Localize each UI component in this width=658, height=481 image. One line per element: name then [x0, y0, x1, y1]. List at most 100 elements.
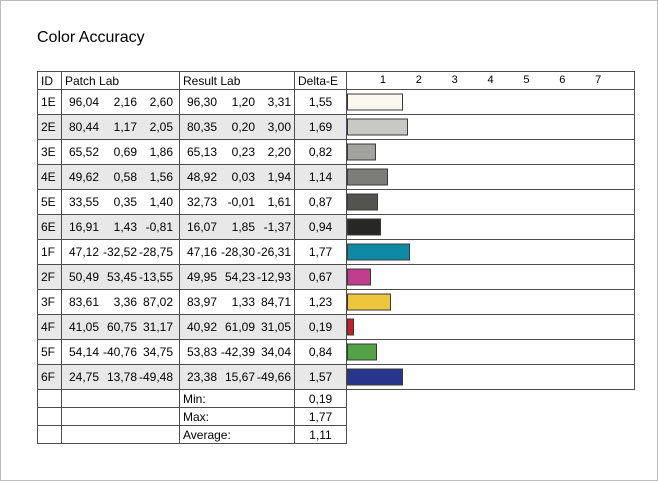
- patch-lab-values: 50,49 53,45 -13,55: [61, 264, 180, 290]
- delta-e-bar-cell: [346, 164, 635, 190]
- patch-id: 6F: [37, 364, 62, 390]
- patch-lab-values: 80,44 1,17 2,05: [61, 114, 180, 140]
- axis-tick-label: 1: [379, 74, 386, 86]
- header-delta-e: Delta-E: [294, 71, 347, 90]
- delta-e-bar: [347, 318, 354, 336]
- summary-blank-area: [347, 426, 635, 444]
- axis-tick-label: 4: [487, 74, 494, 86]
- delta-e-bar: [347, 268, 372, 286]
- summary-row: Average: 1,11: [37, 425, 635, 444]
- delta-e-bar-cell: [346, 139, 635, 165]
- table-row: 3E 65,52 0,69 1,86 65,13 0,23 2,20 0,82: [37, 139, 635, 165]
- delta-e-bar: [347, 143, 377, 161]
- patch-lab-values: 16,91 1,43 -0,81: [61, 214, 180, 240]
- patch-id: 1E: [37, 89, 62, 115]
- patch-id: 2E: [37, 114, 62, 140]
- delta-e-value: 0,87: [294, 189, 347, 215]
- result-lab-values: 49,95 54,23 -12,93: [179, 264, 295, 290]
- summary-label: Max:: [179, 407, 295, 426]
- delta-e-bar: [347, 368, 404, 386]
- table-row: 2E 80,44 1,17 2,05 80,35 0,20 3,00 1,69: [37, 114, 635, 140]
- delta-e-bar-cell: [346, 239, 635, 265]
- header-id: ID: [37, 71, 62, 90]
- table-row: 1F 47,12 -32,52 -28,75 47,16 -28,30 -26,31 1,77: [37, 239, 635, 265]
- delta-e-value: 0,82: [294, 139, 347, 165]
- result-lab-values: 48,92 0,03 1,94: [179, 164, 295, 190]
- axis-tick-label: 5: [523, 74, 530, 86]
- delta-e-bar: [347, 193, 379, 211]
- summary-blank-area: [347, 408, 635, 426]
- summary-label: Average:: [179, 425, 295, 444]
- delta-e-bar: [347, 343, 378, 361]
- delta-e-bar: [347, 243, 411, 261]
- result-lab-values: 47,16 -28,30 -26,31: [179, 239, 295, 265]
- axis-tick-label: 3: [451, 74, 458, 86]
- table-row: 4E 49,62 0,58 1,56 48,92 0,03 1,94 1,14: [37, 164, 635, 190]
- axis-tick-label: 6: [559, 74, 566, 86]
- chart-axis-header: 1 2 3 4 5 6 7: [346, 71, 635, 90]
- header-patch-lab: Patch Lab: [61, 71, 180, 90]
- result-lab-values: 83,97 1,33 84,71: [179, 289, 295, 315]
- delta-e-bar: [347, 218, 381, 236]
- result-lab-values: 53,83 -42,39 34,04: [179, 339, 295, 365]
- delta-e-bar: [347, 118, 408, 136]
- delta-e-bar: [347, 93, 403, 111]
- table-row: 6F 24,75 13,78 -49,48 23,38 15,67 -49,66 1,57: [37, 364, 635, 390]
- patch-id: 3E: [37, 139, 62, 165]
- delta-e-bar: [347, 168, 388, 186]
- delta-e-value: 1,77: [294, 239, 347, 265]
- delta-e-bar-cell: [346, 114, 635, 140]
- delta-e-bar: [347, 293, 392, 311]
- delta-e-bar-cell: [346, 264, 635, 290]
- summary-label: Min:: [179, 389, 295, 408]
- result-lab-values: 40,92 61,09 31,05: [179, 314, 295, 340]
- axis-tick-label: 7: [595, 74, 602, 86]
- result-lab-values: 80,35 0,20 3,00: [179, 114, 295, 140]
- summary-value: 0,19: [294, 389, 347, 408]
- delta-e-bar-cell: [346, 364, 635, 390]
- result-lab-values: 96,30 1,20 3,31: [179, 89, 295, 115]
- delta-e-bar-cell: [346, 189, 635, 215]
- patch-lab-values: 24,75 13,78 -49,48: [61, 364, 180, 390]
- summary-row: Min: 0,19: [37, 389, 635, 408]
- page-title: Color Accuracy: [37, 29, 145, 46]
- summary-empty-cell: [61, 389, 180, 408]
- table-row: 2F 50,49 53,45 -13,55 49,95 54,23 -12,93 0,67: [37, 264, 635, 290]
- result-lab-values: 16,07 1,85 -1,37: [179, 214, 295, 240]
- result-lab-values: 23,38 15,67 -49,66: [179, 364, 295, 390]
- patch-id: 6E: [37, 214, 62, 240]
- table-row: 5E 33,55 0,35 1,40 32,73 -0,01 1,61 0,87: [37, 189, 635, 215]
- chart-axis: 1 2 3 4 5 6 7: [348, 73, 634, 89]
- patch-lab-values: 49,62 0,58 1,56: [61, 164, 180, 190]
- result-lab-values: 32,73 -0,01 1,61: [179, 189, 295, 215]
- summary-empty-cell: [61, 407, 180, 426]
- patch-lab-values: 47,12 -32,52 -28,75: [61, 239, 180, 265]
- result-lab-values: 65,13 0,23 2,20: [179, 139, 295, 165]
- table-row: 5F 54,14 -40,76 34,75 53,83 -42,39 34,04 0,84: [37, 339, 635, 365]
- delta-e-bar-cell: [346, 339, 635, 365]
- summary-row: Max: 1,77: [37, 407, 635, 426]
- patch-id: 1F: [37, 239, 62, 265]
- summary-empty-cell: [61, 425, 180, 444]
- summary-empty-cell: [37, 389, 62, 408]
- table-row: 3F 83,61 3,36 87,02 83,97 1,33 84,71 1,23: [37, 289, 635, 315]
- patch-lab-values: 83,61 3,36 87,02: [61, 289, 180, 315]
- delta-e-value: 0,19: [294, 314, 347, 340]
- delta-e-value: 1,55: [294, 89, 347, 115]
- delta-e-bar-cell: [346, 289, 635, 315]
- patch-lab-values: 65,52 0,69 1,86: [61, 139, 180, 165]
- table-row: 4F 41,05 60,75 31,17 40,92 61,09 31,05 0,19: [37, 314, 635, 340]
- patch-id: 5E: [37, 189, 62, 215]
- delta-e-value: 0,94: [294, 214, 347, 240]
- summary-value: 1,11: [294, 425, 347, 444]
- patch-id: 4E: [37, 164, 62, 190]
- summary-empty-cell: [37, 425, 62, 444]
- table-row: 1E 96,04 2,16 2,60 96,30 1,20 3,31 1,55: [37, 89, 635, 115]
- delta-e-value: 1,69: [294, 114, 347, 140]
- header-result-lab: Result Lab: [179, 71, 295, 90]
- patch-lab-values: 33,55 0,35 1,40: [61, 189, 180, 215]
- delta-e-bar-cell: [346, 314, 635, 340]
- patch-lab-values: 41,05 60,75 31,17: [61, 314, 180, 340]
